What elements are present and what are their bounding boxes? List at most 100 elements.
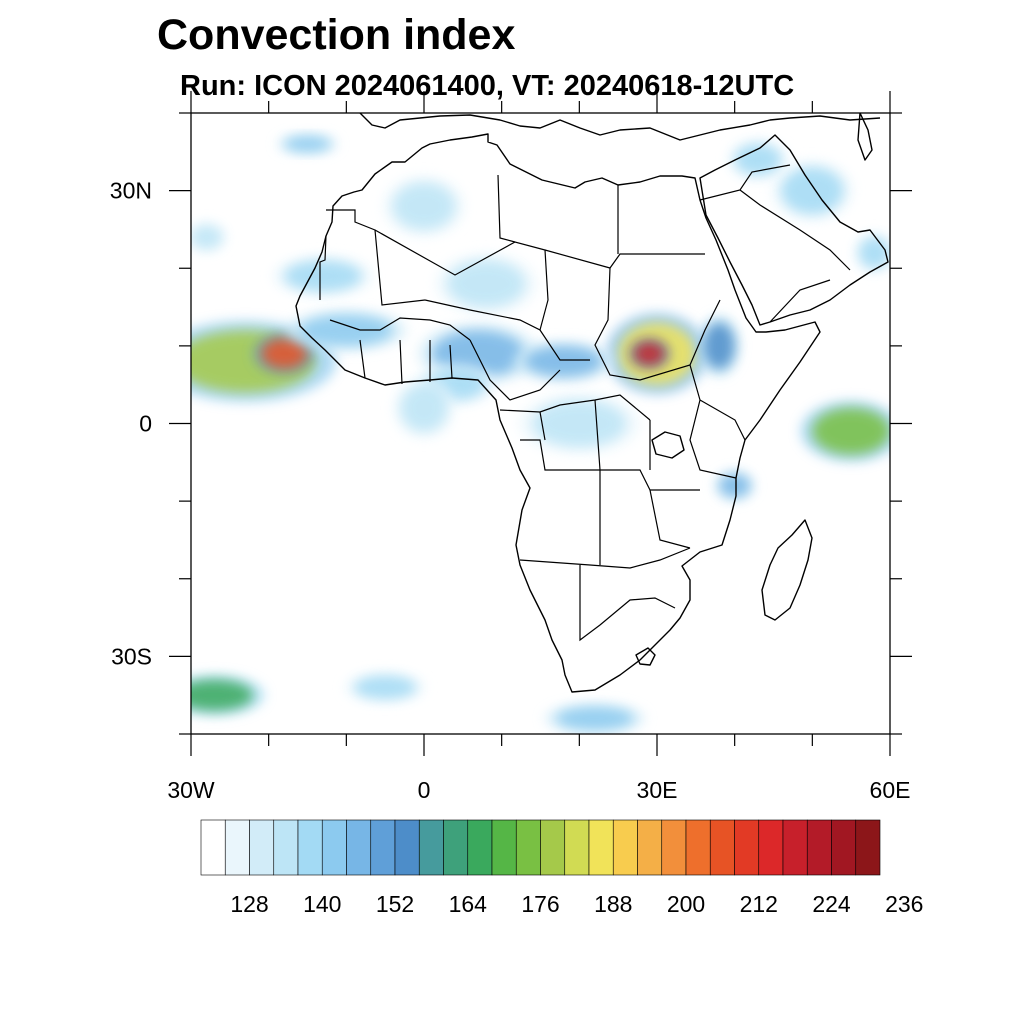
arabia-coastline bbox=[699, 134, 889, 326]
colorbar-label: 152 bbox=[376, 891, 414, 917]
axis-ticks bbox=[169, 91, 912, 756]
convection-core bbox=[447, 260, 525, 308]
chart-title: Convection index bbox=[157, 11, 516, 59]
convection-core bbox=[633, 341, 665, 366]
colorbar-swatch bbox=[321, 819, 347, 876]
lon-tick-label: 0 bbox=[418, 777, 431, 803]
lake-victoria bbox=[651, 431, 685, 459]
border-line bbox=[469, 339, 561, 401]
colorbar-swatch bbox=[806, 819, 832, 876]
caspian-coastline bbox=[857, 113, 873, 161]
convection-core bbox=[812, 407, 890, 455]
border-line bbox=[497, 174, 516, 243]
border-line bbox=[689, 364, 746, 479]
lat-tick-label: 0 bbox=[139, 411, 152, 437]
colorbar-swatch bbox=[685, 819, 711, 876]
convection-core bbox=[556, 706, 634, 731]
border-line bbox=[579, 565, 676, 642]
colorbar-swatch bbox=[515, 819, 541, 876]
convection-core bbox=[532, 400, 626, 447]
colorbar-label: 224 bbox=[812, 891, 851, 917]
colorbar-swatch bbox=[637, 819, 663, 876]
colorbar-swatch bbox=[855, 819, 881, 876]
colorbar-label: 128 bbox=[230, 891, 268, 917]
border-line bbox=[424, 299, 590, 361]
border-line bbox=[599, 470, 691, 565]
colorbar-swatch bbox=[224, 819, 250, 876]
colorbar-label: 236 bbox=[885, 891, 923, 917]
axis-tick-labels: 30W 0 30E 60E 30N 0 30S bbox=[110, 178, 911, 803]
convection-core bbox=[703, 322, 735, 370]
border-line bbox=[326, 209, 426, 306]
convection-core bbox=[734, 144, 782, 176]
convection-core bbox=[284, 260, 362, 292]
convection-core bbox=[284, 136, 331, 152]
europe-coastline bbox=[359, 113, 881, 141]
border-line bbox=[374, 229, 549, 331]
colorbar-swatch bbox=[734, 819, 760, 876]
colorbar-swatch bbox=[394, 819, 420, 876]
colorbar-swatch bbox=[564, 819, 590, 876]
colorbar-swatch bbox=[612, 819, 638, 876]
africa-coastline bbox=[295, 133, 821, 693]
colorbar bbox=[200, 819, 881, 876]
border-line bbox=[699, 164, 791, 201]
lat-tick-label: 30S bbox=[111, 643, 152, 669]
colorbar-label: 140 bbox=[303, 891, 341, 917]
border-line bbox=[544, 249, 705, 269]
colorbar-swatch bbox=[661, 819, 687, 876]
convection-core bbox=[392, 182, 456, 230]
colorbar-label: 176 bbox=[521, 891, 559, 917]
madagascar-coastline bbox=[761, 519, 813, 621]
border-line bbox=[739, 189, 851, 323]
colorbar-label: 212 bbox=[740, 891, 778, 917]
chart-subtitle: Run: ICON 2024061400, VT: 20240618-12UTC bbox=[180, 70, 795, 102]
convection-core bbox=[354, 675, 417, 700]
convection-core bbox=[858, 237, 890, 269]
lesotho-outline bbox=[635, 647, 656, 666]
border-line bbox=[359, 339, 453, 385]
colorbar-swatch bbox=[443, 819, 469, 876]
convection-core bbox=[260, 338, 308, 370]
convection-field bbox=[191, 133, 890, 734]
convection-core bbox=[524, 345, 603, 377]
colorbar-swatch bbox=[588, 819, 614, 876]
border-line bbox=[594, 267, 721, 381]
colorbar-swatch bbox=[782, 819, 808, 876]
colorbar-label: 188 bbox=[594, 891, 632, 917]
colorbar-swatch bbox=[297, 819, 323, 876]
country-borders bbox=[319, 164, 851, 642]
border-line bbox=[519, 547, 691, 569]
lon-tick-label: 30W bbox=[167, 777, 215, 803]
colorbar-swatch bbox=[370, 819, 396, 876]
colorbar-label: 200 bbox=[667, 891, 705, 917]
border-line bbox=[520, 439, 700, 491]
colorbar-swatch bbox=[467, 819, 493, 876]
colorbar-swatch bbox=[273, 819, 299, 876]
colorbar-swatch bbox=[249, 819, 275, 876]
colorbar-swatch bbox=[200, 819, 226, 876]
convection-core bbox=[299, 314, 393, 346]
lat-tick-label: 30N bbox=[110, 178, 152, 204]
lon-tick-label: 60E bbox=[870, 777, 911, 803]
colorbar-swatch bbox=[540, 819, 566, 876]
convection-core bbox=[191, 225, 223, 249]
coastlines bbox=[295, 113, 889, 693]
colorbar-swatch bbox=[491, 819, 517, 876]
convection-core bbox=[400, 384, 448, 432]
colorbar-swatch bbox=[709, 819, 735, 876]
colorbar-labels: 128 140 152 164 176 188 200 212 224 236 bbox=[230, 891, 923, 917]
border-line bbox=[539, 399, 651, 471]
lon-tick-label: 30E bbox=[637, 777, 678, 803]
convection-core bbox=[719, 473, 751, 498]
convection-core bbox=[781, 167, 844, 214]
colorbar-swatch bbox=[758, 819, 784, 876]
colorbar-swatch bbox=[418, 819, 444, 876]
colorbar-label: 164 bbox=[449, 891, 488, 917]
convection-core bbox=[191, 679, 254, 711]
border-line bbox=[499, 394, 651, 421]
border-line bbox=[329, 317, 471, 341]
colorbar-swatch bbox=[346, 819, 372, 876]
colorbar-swatch bbox=[831, 819, 857, 876]
